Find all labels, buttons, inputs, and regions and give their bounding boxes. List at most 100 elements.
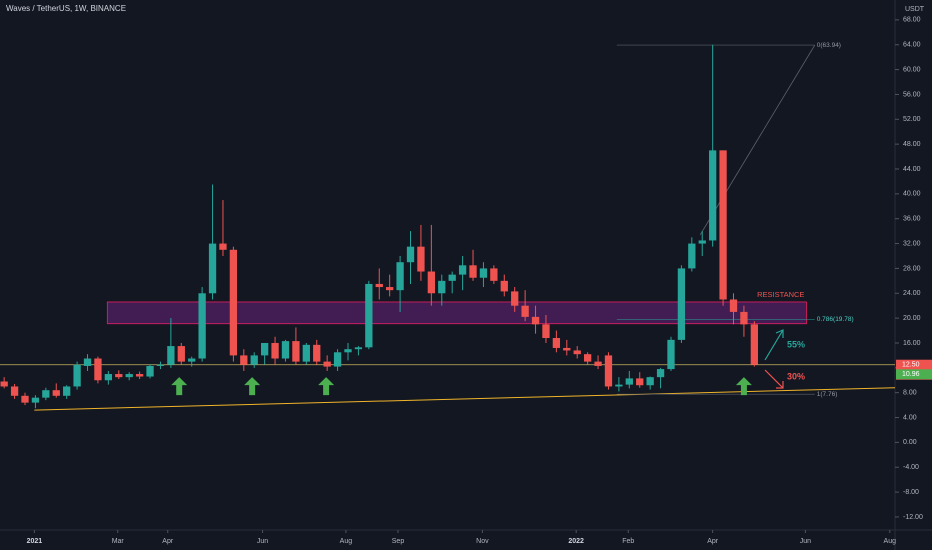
trend-line [34,387,896,411]
up-arrow [735,377,752,396]
up-arrow [171,377,188,396]
fib-level-label: 1(7.76) [817,391,838,398]
candle-body [615,384,623,387]
y-tick-label: 28.00 [903,265,921,272]
candle-body [94,358,102,381]
candle-body [667,339,675,370]
candle-body [21,395,29,403]
last-price-label: 12.50 [902,362,920,369]
candle-body [240,355,248,365]
candle-body [292,341,300,362]
x-tick-label: Sep [392,538,405,545]
candle-body [260,342,269,356]
y-tick-label: 60.00 [903,66,921,73]
candle-body [313,344,321,362]
x-tick-label: 2021 [27,538,43,545]
candle-body [42,390,50,398]
y-tick-label: -4.00 [903,464,919,471]
x-tick-label: Jun [800,538,811,545]
candle-body [83,358,92,366]
candle-body [229,249,238,356]
y-tick-label: 0.00 [903,439,917,446]
candle-body [490,268,498,281]
candle-body [344,349,352,353]
x-tick-label: Jun [257,538,268,545]
y-tick-label: 64.00 [903,42,921,49]
candle-body [302,344,310,362]
candle-body [375,283,383,288]
candle-body [10,386,19,396]
y-tick-label: 16.00 [903,340,921,347]
fib-level-label: 0(63.94) [817,42,841,49]
y-tick-label: 56.00 [903,91,921,98]
x-tick-label: Mar [112,538,125,545]
up-arrow [244,377,261,396]
y-tick-label: -12.00 [903,514,923,521]
other-price-box [896,369,932,380]
y-tick-label: 44.00 [903,166,921,173]
candle-body [594,361,602,366]
x-tick-label: Aug [340,538,353,545]
candle-body [719,150,727,300]
candle-body [729,299,738,312]
candle-body [750,324,758,365]
fib-level-label: 0.786(19.78) [817,316,854,323]
y-tick-label: 20.00 [903,315,921,322]
candle-body [323,361,331,367]
candle-body [448,274,456,281]
candle-body [354,347,363,350]
down-move-arrow [764,369,784,389]
y-tick-label: 40.00 [903,191,921,198]
candle-body [552,338,561,348]
candle-body [31,397,40,403]
candle-body [479,268,488,278]
y-tick-label: -8.00 [903,489,919,496]
candle-body [709,150,717,241]
candle-body [365,283,373,348]
candle-body [0,381,8,387]
up-move-label: 55% [787,339,805,349]
y-tick-label: 52.00 [903,116,921,123]
x-tick-label: Aug [884,538,897,545]
candle-body [636,378,644,386]
candle-body [438,280,446,294]
candle-body [698,240,706,244]
candle-body [563,347,571,351]
candle-body [500,280,508,292]
candle-body [333,352,342,367]
candle-body [115,374,123,378]
candle-body [271,342,279,359]
resistance-label: RESISTANCE [757,290,804,299]
candle-body [531,316,540,325]
candle-body [156,364,165,366]
candle-body [542,324,550,339]
candle-body [135,374,144,377]
candle-body [677,268,686,340]
x-tick-label: 2022 [568,538,584,545]
candle-body [521,305,529,317]
candle-body [281,341,290,359]
candle-body [740,311,748,325]
down-move-label: 30% [787,371,805,381]
candle-body [427,271,435,294]
candle-body [688,243,696,269]
candle-body [604,355,613,387]
x-tick-label: Nov [476,538,489,545]
x-tick-label: Apr [162,538,174,545]
candle-body [511,291,519,306]
x-tick-label: Apr [707,538,719,545]
candle-body [656,369,665,378]
y-tick-label: 8.00 [903,390,917,397]
candle-body [198,293,206,359]
plot: RESISTANCE 0(63.94) 0.786(19.78) 1(7.76) [0,42,896,411]
candle-body [469,265,477,278]
candle-body [386,287,394,291]
other-price-label: 10.96 [902,371,920,378]
candle-body [73,364,81,387]
candle-body [417,246,425,272]
y-tick-label: 68.00 [903,17,921,24]
candle-body [167,346,175,365]
candle-body [52,390,60,396]
